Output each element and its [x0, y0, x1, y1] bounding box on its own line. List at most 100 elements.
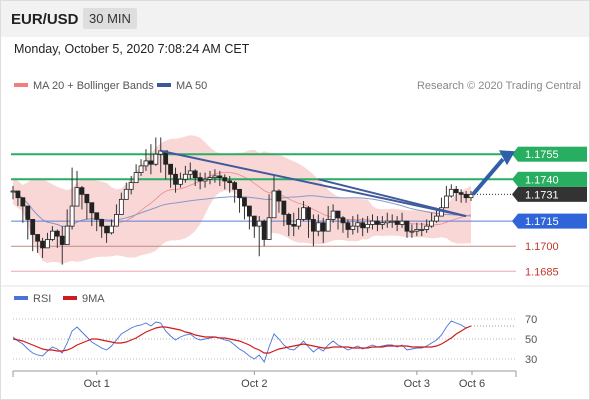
candle-body	[242, 197, 247, 207]
candle-body	[306, 207, 311, 220]
candle-body	[389, 220, 395, 223]
candle-body	[384, 220, 390, 224]
legend-rsi-label: RSI	[33, 293, 52, 305]
level-badge-last	[518, 186, 587, 202]
candle-body	[212, 175, 218, 179]
candle-body	[59, 235, 65, 245]
candle-body	[192, 170, 198, 179]
candle-body	[128, 182, 134, 190]
legend-ma20: MA 20 + Bollinger Bands	[14, 80, 154, 92]
candle-body	[375, 220, 380, 225]
trendline-2	[318, 178, 467, 218]
symbol-title: EUR/USD	[11, 11, 79, 28]
candle-body	[30, 219, 36, 235]
rsi-series-9ma	[12, 325, 472, 354]
candle-body	[379, 222, 385, 225]
candle-body	[187, 170, 193, 175]
level-badge-resistance	[518, 146, 587, 162]
legend-ma50-label: MA 50	[176, 80, 208, 92]
candle-body	[301, 207, 306, 220]
candle-body	[173, 173, 178, 185]
candle-body	[79, 187, 85, 195]
candle-body	[54, 230, 60, 237]
candle-body	[434, 215, 439, 222]
candle-body	[458, 192, 464, 195]
candle-body	[311, 219, 316, 232]
rsi-swatch-icon	[14, 296, 28, 301]
candle-body	[286, 214, 292, 225]
candle-body	[182, 173, 188, 180]
level-badge-pointer	[512, 146, 518, 162]
candle-body	[25, 205, 31, 220]
candle-body	[148, 160, 154, 165]
candle-body	[271, 190, 277, 219]
candle-body	[320, 222, 326, 232]
candle-body	[448, 188, 454, 197]
candle-body	[118, 198, 124, 215]
timeframe-badge[interactable]: 30 MIN	[83, 8, 137, 29]
candle-body	[246, 205, 252, 217]
level-label: 1.1685	[525, 266, 559, 278]
level-label: 1.1731	[525, 189, 559, 201]
candle-body	[217, 175, 223, 179]
rsi-tick-label: 30	[525, 354, 537, 366]
candle-body	[89, 202, 95, 214]
candle-body	[370, 220, 375, 225]
candle-body	[355, 222, 361, 227]
candle-body	[365, 224, 370, 229]
x-tick-label: Oct 3	[404, 378, 430, 390]
forecast-arrow-head-icon	[499, 150, 515, 166]
candle-body	[74, 187, 80, 207]
candle-body	[143, 160, 149, 167]
level-label: 1.1700	[525, 241, 559, 253]
candle-body	[291, 224, 297, 227]
candle-body	[315, 222, 321, 232]
ma50-line	[12, 190, 472, 227]
candle-body	[325, 219, 331, 232]
candle-body	[350, 225, 356, 230]
candle-body	[99, 219, 105, 227]
level-badge-pointer	[512, 171, 518, 187]
candle-body	[237, 188, 242, 199]
level-label: 1.1740	[525, 174, 559, 186]
candle-body	[114, 214, 119, 227]
candle-body	[251, 215, 257, 227]
candle-body	[49, 230, 55, 240]
candle-body	[123, 188, 129, 200]
candle-body	[94, 212, 100, 220]
bollinger-band	[13, 135, 471, 264]
candle-body	[409, 230, 415, 233]
candle-body	[15, 190, 21, 199]
candle-body	[197, 177, 203, 182]
credit-text: Research © 2020 Trading Central	[416, 80, 581, 92]
candle-body	[138, 165, 144, 173]
candle-body	[399, 220, 405, 225]
candle-body	[281, 200, 287, 215]
candle-body	[443, 195, 449, 209]
candle-body	[207, 177, 213, 180]
legend-rsi: RSI	[14, 293, 51, 305]
level-label: 1.1715	[525, 216, 559, 228]
candle-body	[335, 210, 341, 219]
candle-body	[109, 225, 114, 234]
candle-body	[222, 177, 228, 182]
candle-body	[468, 193, 474, 199]
legend-rsi-ma-label: 9MA	[82, 293, 105, 305]
level-badge-resistance	[518, 171, 587, 187]
rsi-tick-label: 50	[525, 334, 537, 346]
level-badge-pointer	[512, 213, 518, 229]
forecast-arrow-shaft	[471, 157, 505, 196]
candle-body	[296, 219, 302, 227]
candle-body	[276, 190, 282, 202]
candle-body	[453, 188, 459, 194]
candle-body	[168, 163, 173, 175]
chart-header: EUR/USD 30 MIN	[1, 1, 589, 37]
candle-body	[227, 180, 233, 184]
ma20-swatch-icon	[14, 83, 28, 88]
candle-body	[394, 220, 400, 225]
candle-body	[256, 220, 262, 227]
candle-body	[340, 217, 346, 224]
candle-body	[104, 225, 109, 234]
